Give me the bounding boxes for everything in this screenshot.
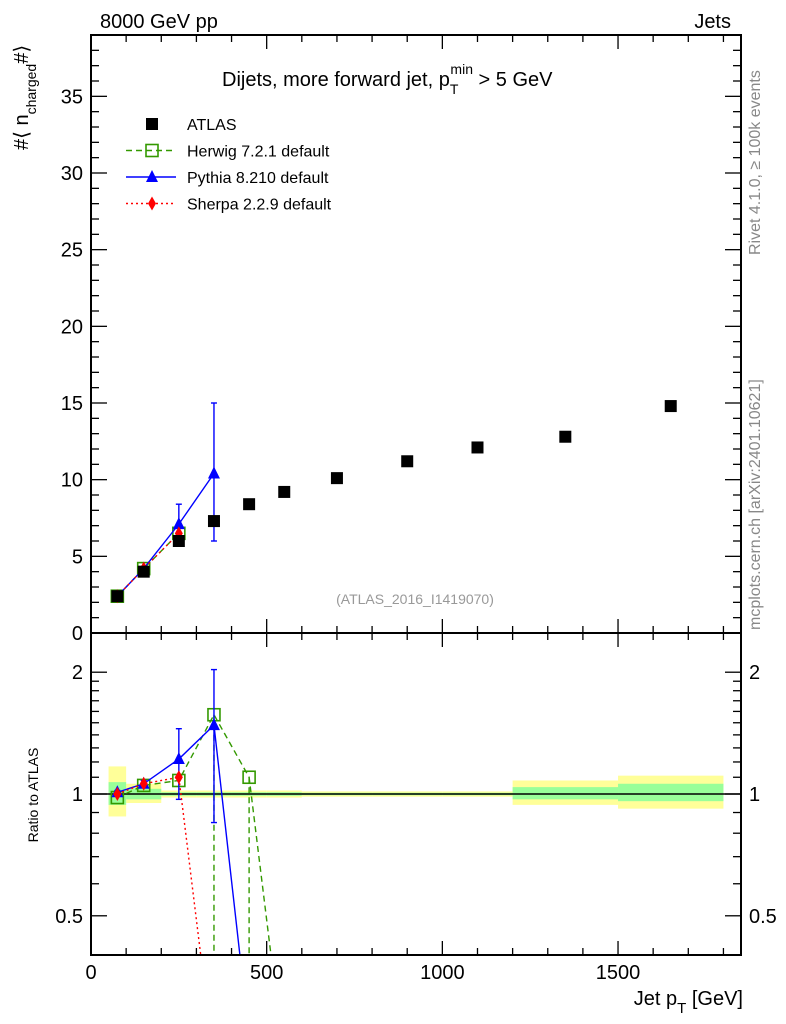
legend-label: Pythia 8.210 default: [187, 170, 329, 187]
x-tick-label: 0: [85, 962, 96, 984]
header-right: Jets: [694, 11, 731, 33]
main-y-tick-label: 30: [61, 163, 83, 185]
ratio-y-tick-label-right: 2: [749, 662, 760, 684]
ratio-y-axis-label: Ratio to ATLAS: [25, 748, 41, 843]
ratio-y-tick-label: 2: [72, 662, 83, 684]
main-y-tick-label: 20: [61, 316, 83, 338]
main-y-tick-label: 25: [61, 240, 83, 262]
atlas-data-point: [330, 472, 343, 485]
atlas-data-point: [559, 430, 572, 443]
atlas-data-point: [401, 455, 414, 468]
main-y-tick-label: 10: [61, 470, 83, 492]
pythia-marker: [146, 170, 158, 182]
atlas-data-point: [137, 565, 150, 578]
main-y-tick-label: 35: [61, 86, 83, 108]
ratio-sherpa-line: [117, 776, 202, 955]
atlas-data-point: [111, 590, 124, 603]
pythia-marker: [207, 718, 220, 731]
legend: ATLAS Herwig 7.2.1 default Pythia 8.210 de…: [126, 117, 332, 214]
atlas-data-point: [146, 118, 158, 130]
herwig-marker: [145, 143, 159, 158]
mcplots-text: mcplots.cern.ch [arXiv:2401.10621]: [747, 379, 764, 630]
x-tick-label: 1000: [420, 962, 465, 984]
sherpa-marker: [174, 770, 183, 785]
main-y-tick-label: 5: [72, 546, 83, 568]
main-pythia-line: [116, 473, 215, 597]
pythia-marker: [207, 466, 220, 479]
rivet-version-text: Rivet 4.1.0, ≥ 100k events: [747, 70, 764, 255]
atlas-data-point: [278, 485, 291, 498]
pythia-marker: [172, 517, 185, 530]
legend-label: ATLAS: [187, 117, 237, 134]
sherpa-marker: [139, 776, 148, 791]
ratio-y-tick-label-right: 0.5: [749, 906, 777, 928]
analysis-id: (ATLAS_2016_I1419070): [336, 591, 494, 607]
ratio-plot-area: [91, 668, 741, 955]
main-title: Dijets, more forward jet, pTmin > 5 GeV: [222, 61, 553, 97]
header-left: 8000 GeV pp: [100, 11, 218, 33]
x-tick-label: 500: [250, 962, 283, 984]
ratio-y-tick-label: 1: [72, 784, 83, 806]
herwig-marker: [242, 770, 256, 785]
main-sherpa-line: [116, 532, 180, 597]
atlas-data-point: [243, 498, 256, 511]
main-y-tick-label: 15: [61, 393, 83, 415]
uncertainty-band-green: [618, 783, 724, 802]
x-axis-label: Jet pT [GeV]: [634, 988, 743, 1017]
legend-label: Herwig 7.2.1 default: [187, 144, 330, 161]
legend-label: Sherpa 2.2.9 default: [187, 197, 332, 214]
main-y-axis-label: #⟨ ncharged#⟩: [11, 45, 39, 150]
atlas-data-point: [207, 515, 220, 528]
atlas-data-point: [172, 535, 185, 547]
uncertainty-band-green: [512, 787, 619, 800]
x-tick-label: 1500: [596, 962, 641, 984]
ratio-y-tick-label-right: 1: [749, 784, 760, 806]
ratio-y-tick-label: 0.5: [55, 906, 83, 928]
sherpa-marker: [148, 196, 156, 211]
sherpa-marker: [113, 787, 122, 801]
atlas-data-point: [471, 441, 484, 454]
atlas-data-point: [664, 400, 677, 413]
pythia-marker: [172, 752, 185, 765]
ratio-pythia-line: [117, 723, 241, 955]
main-y-tick-label: 0: [72, 623, 83, 645]
